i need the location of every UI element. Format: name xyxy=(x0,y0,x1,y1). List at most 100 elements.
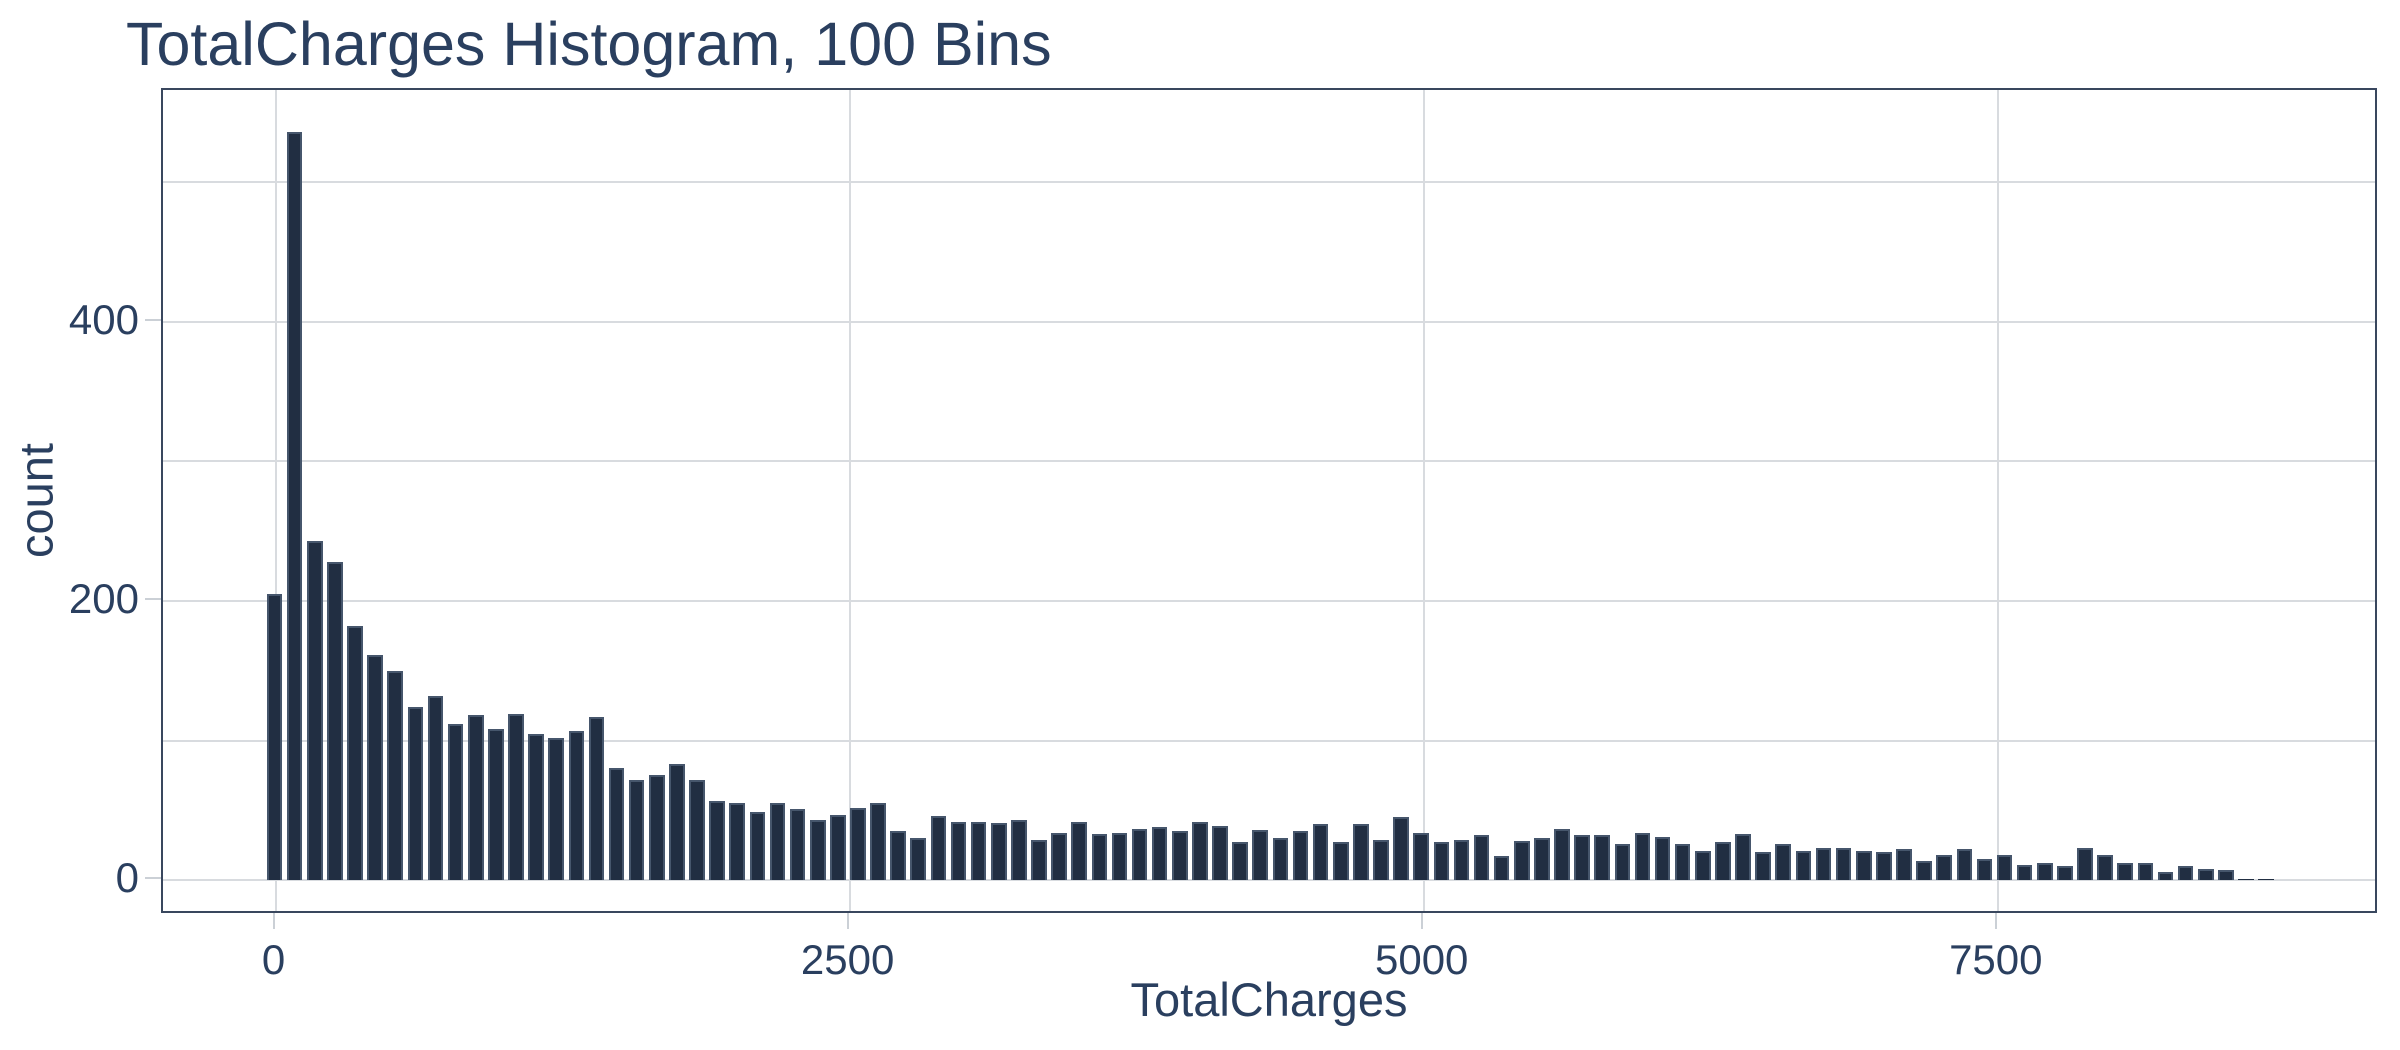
histogram-bar xyxy=(930,815,947,881)
x-tick xyxy=(1994,913,1997,929)
histogram-bar xyxy=(2177,866,2194,881)
histogram-bar xyxy=(488,729,504,881)
histogram-bar xyxy=(1896,849,1912,881)
histogram-bar xyxy=(990,822,1007,881)
x-tick xyxy=(846,913,849,929)
histogram-bar xyxy=(830,814,846,881)
histogram-bar xyxy=(1212,825,1228,881)
histogram-bar xyxy=(2117,863,2134,881)
y-tick-label: 200 xyxy=(68,574,139,622)
histogram-bar xyxy=(1312,824,1329,881)
y-gridline xyxy=(163,181,2375,184)
histogram-bar xyxy=(769,803,786,881)
x-tick-label: 7500 xyxy=(1949,936,2043,983)
y-tick-label: 0 xyxy=(115,854,139,902)
histogram-bar xyxy=(1011,820,1027,881)
plot-area xyxy=(161,88,2377,913)
histogram-bar xyxy=(1554,828,1570,881)
histogram-bar xyxy=(387,670,404,881)
histogram-bar xyxy=(628,779,645,881)
histogram-bar xyxy=(1131,828,1148,881)
y-tick xyxy=(145,877,161,880)
histogram-bar xyxy=(1855,850,1872,881)
histogram-bar xyxy=(1171,831,1188,881)
histogram-bar xyxy=(1976,859,1993,881)
y-gridline xyxy=(163,460,2375,463)
y-gridline xyxy=(163,599,2375,602)
histogram-bar xyxy=(1353,824,1369,881)
histogram-bar xyxy=(2137,863,2154,881)
x-gridline xyxy=(1422,90,1425,911)
histogram-bar xyxy=(1835,848,1852,881)
histogram-bar xyxy=(306,540,323,881)
histogram-bar xyxy=(1232,842,1248,881)
histogram-bar xyxy=(467,715,484,881)
histogram-bar xyxy=(1695,850,1711,881)
histogram-bar xyxy=(910,838,927,881)
histogram-bar xyxy=(427,695,444,881)
histogram-bar xyxy=(1715,842,1731,881)
histogram-bar xyxy=(1996,855,2013,881)
histogram-bar xyxy=(266,593,283,881)
histogram-bar xyxy=(528,733,544,881)
histogram-bar xyxy=(1594,835,1611,881)
y-axis-title: count xyxy=(9,443,63,558)
histogram-bar xyxy=(1071,821,1088,881)
histogram-bar xyxy=(1513,841,1530,881)
histogram-bar xyxy=(2016,864,2033,881)
histogram-bar xyxy=(709,800,725,881)
histogram-bar xyxy=(1111,832,1128,881)
histogram-bar xyxy=(2218,870,2234,881)
histogram-bar xyxy=(1956,849,1973,881)
histogram-bar xyxy=(1413,832,1429,881)
histogram-bar xyxy=(789,808,806,881)
x-gridline xyxy=(1996,90,1999,911)
histogram-bar xyxy=(286,131,303,881)
histogram-bar xyxy=(508,714,524,881)
histogram-bar xyxy=(327,561,343,881)
histogram-bar xyxy=(1332,842,1349,881)
histogram-bar xyxy=(347,626,363,881)
histogram-bar xyxy=(1292,831,1309,881)
x-gridline xyxy=(274,90,277,911)
histogram-bar xyxy=(407,707,424,881)
histogram-bar xyxy=(1916,860,1932,881)
histogram-bar xyxy=(1051,832,1067,881)
histogram-bar xyxy=(970,821,987,881)
histogram-bar xyxy=(588,716,605,881)
histogram-bar xyxy=(1815,848,1832,881)
histogram-bar xyxy=(1252,829,1269,881)
histogram-bar xyxy=(548,737,564,881)
histogram-bar xyxy=(608,768,625,881)
histogram-bar xyxy=(447,723,464,881)
x-axis-title: TotalCharges xyxy=(1130,973,1408,1026)
histogram-bar xyxy=(1674,843,1691,881)
histogram-bar xyxy=(2036,863,2053,881)
histogram-bar xyxy=(2157,871,2174,881)
histogram-bar xyxy=(1373,839,1389,881)
histogram-bar xyxy=(850,807,866,881)
y-tick xyxy=(145,318,161,321)
x-gridline xyxy=(848,90,851,911)
histogram-bar xyxy=(1493,856,1510,881)
histogram-bar xyxy=(749,811,766,881)
histogram-bar xyxy=(1795,850,1812,881)
histogram-bar xyxy=(1091,834,1108,881)
histogram-bar xyxy=(1654,836,1671,881)
y-gridline xyxy=(163,739,2375,742)
histogram-bar xyxy=(1534,838,1550,881)
x-tick xyxy=(1420,913,1423,929)
histogram-bar xyxy=(1393,817,1409,881)
histogram-bar xyxy=(1574,835,1590,881)
y-tick-label: 400 xyxy=(68,295,139,343)
histogram-bar xyxy=(367,655,383,881)
y-tick xyxy=(145,597,161,600)
histogram-bar xyxy=(1272,838,1289,881)
histogram-bar xyxy=(1453,839,1470,881)
x-tick-label: 2500 xyxy=(800,936,895,983)
histogram-bar xyxy=(1876,852,1892,881)
histogram-bar xyxy=(1031,839,1047,881)
histogram-bar xyxy=(1735,834,1751,881)
histogram-bar xyxy=(729,803,746,881)
histogram-bar xyxy=(648,775,665,881)
